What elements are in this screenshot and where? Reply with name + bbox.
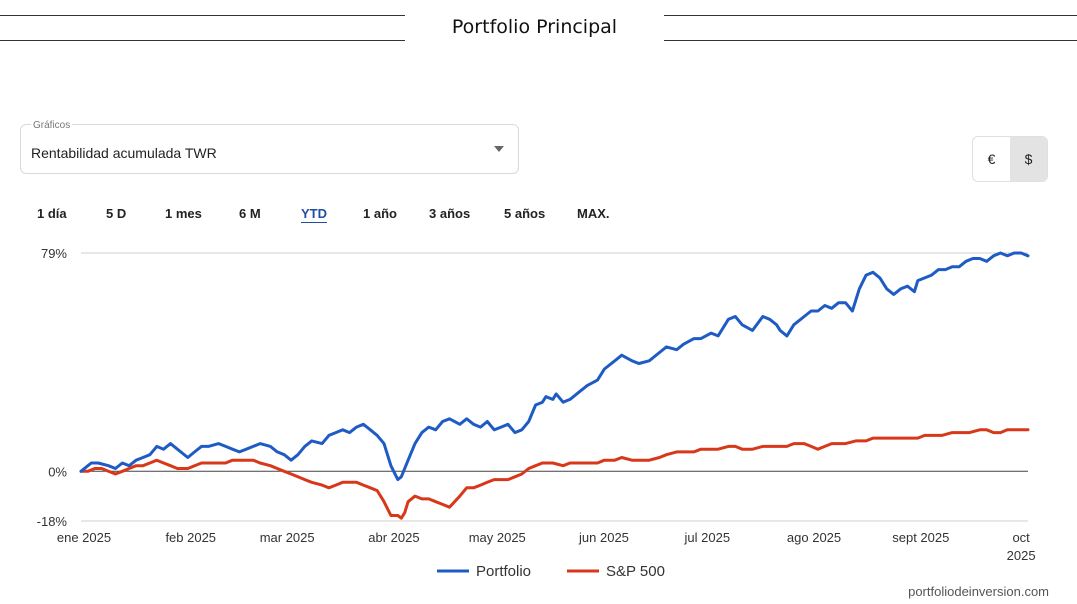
x-tick-label: sept 2025 [892, 530, 949, 545]
x-tick-label: mar 2025 [260, 530, 315, 545]
title-rule-right-lower [664, 40, 1077, 41]
range-ytd[interactable]: YTD [301, 206, 327, 221]
line-chart: 79% 0% -18%ene 2025 feb 2025 mar 2025 abr 202… [37, 246, 1036, 580]
range-1-day[interactable]: 1 día [37, 206, 67, 221]
select-value: Rentabilidad acumulada TWR [31, 145, 217, 161]
x-tick-label: jul 2025 [684, 530, 731, 545]
x-tick-label: 2025 [1007, 548, 1036, 563]
range-5-years[interactable]: 5 años [504, 206, 546, 221]
time-range-tabs: 1 día 5 D 1 mes 6 M YTD 1 año 3 años 5 a… [0, 206, 700, 226]
title-rule-left [0, 15, 405, 16]
x-tick-label: jun 2025 [578, 530, 629, 545]
title-rule-left-lower [0, 40, 405, 41]
currency-dollar-button[interactable]: $ [1010, 137, 1047, 181]
y-tick-label: 0% [48, 464, 67, 479]
legend-label-portfolio: Portfolio [476, 563, 531, 580]
range-3-years[interactable]: 3 años [429, 206, 471, 221]
currency-euro-button[interactable]: € [987, 151, 996, 167]
chevron-down-icon [494, 146, 504, 152]
x-tick-label: oct [1012, 530, 1030, 545]
chart-type-select[interactable]: Gráficos Rentabilidad acumulada TWR [20, 120, 519, 174]
series-line-portfolio [79, 251, 1030, 482]
range-5-days[interactable]: 5 D [106, 206, 127, 221]
x-tick-label: may 2025 [469, 530, 526, 545]
range-1-year[interactable]: 1 año [363, 206, 397, 221]
x-tick-label: abr 2025 [368, 530, 419, 545]
y-tick-label: -18% [37, 514, 68, 529]
page-title: Portfolio Principal [451, 16, 618, 38]
range-1-month[interactable]: 1 mes [165, 206, 202, 221]
title-rule-right [664, 15, 1077, 16]
select-label: Gráficos [31, 120, 73, 131]
range-max[interactable]: MAX. [577, 206, 610, 221]
y-tick-label: 79% [41, 246, 67, 261]
x-tick-label: feb 2025 [165, 530, 216, 545]
range-6-months[interactable]: 6 M [239, 206, 261, 221]
footer-website: portfoliodeinversion.com [908, 584, 1049, 599]
currency-toggle[interactable]: € $ [972, 136, 1048, 182]
x-tick-label: ago 2025 [787, 530, 841, 545]
legend-label-sp500: S&P 500 [606, 563, 665, 580]
series-line-sp500 [79, 428, 1030, 520]
x-tick-label: ene 2025 [57, 530, 111, 545]
